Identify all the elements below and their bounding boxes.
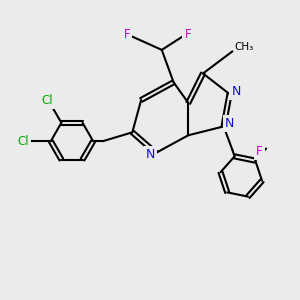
Text: N: N: [225, 117, 234, 130]
Text: N: N: [231, 85, 241, 98]
Text: F: F: [256, 145, 263, 158]
Text: F: F: [124, 28, 130, 41]
Text: Cl: Cl: [41, 94, 52, 106]
Text: Cl: Cl: [17, 135, 28, 148]
Text: F: F: [184, 28, 191, 41]
Text: N: N: [146, 148, 155, 161]
Text: CH₃: CH₃: [235, 42, 254, 52]
